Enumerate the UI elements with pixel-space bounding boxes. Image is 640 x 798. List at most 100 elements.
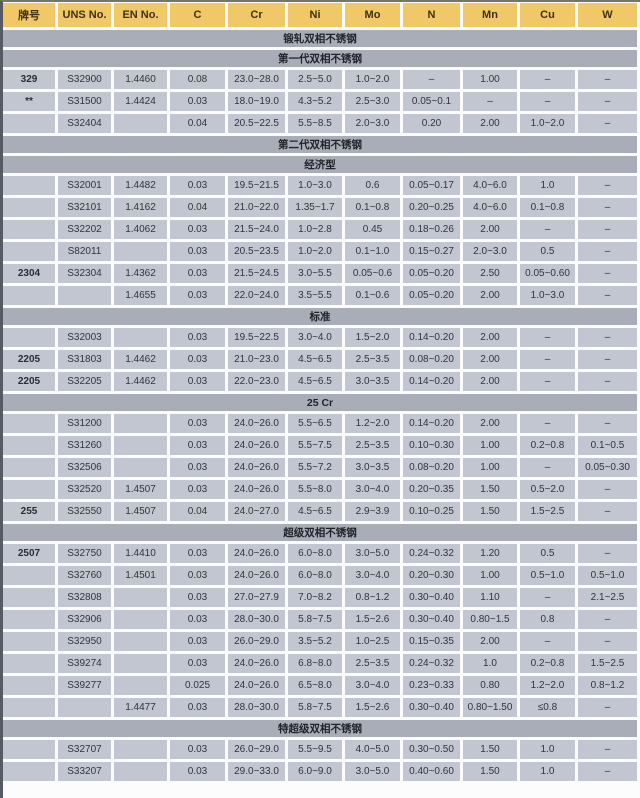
value-cell: 27.0~27.9 [228,588,285,607]
value-cell: 0.05~0.17 [403,176,460,195]
value-cell: 1.00 [463,566,517,585]
value-cell: 5.8~7.5 [288,698,342,717]
value-cell: 6.0~9.0 [288,762,342,781]
value-cell [114,740,167,759]
value-cell: 26.0~29.0 [228,632,285,651]
value-cell: 0.8~1.2 [578,676,637,695]
value-cell: 0.6 [345,176,400,195]
value-cell: 4.0~6.0 [463,198,517,217]
grade-cell [3,654,55,673]
value-cell: 24.0~26.0 [228,414,285,433]
value-cell: 0.80~1.50 [463,698,517,717]
grade-cell: 255 [3,502,55,521]
value-cell: 3.5~5.5 [288,286,342,305]
value-cell: 24.0~26.0 [228,654,285,673]
grade-cell [3,762,55,781]
table-row: S82011 0.03 20.5~23.5 1.0~2.0 0.1~1.0 0.15~0.… [3,242,637,261]
value-cell: 5.5~9.5 [288,740,342,759]
value-cell: S32950 [58,632,111,651]
value-cell: – [578,70,637,89]
value-cell: 0.24~0.32 [403,654,460,673]
value-cell: S32101 [58,198,111,217]
grade-cell [3,676,55,695]
value-cell: 0.14~0.20 [403,372,460,391]
table-row: S32101 1.4162 0.04 21.0~22.0 1.35~1.7 0.1~0.8… [3,198,637,217]
value-cell: 5.8~7.5 [288,610,342,629]
value-cell: 1.50 [463,740,517,759]
value-cell [58,698,111,717]
value-cell: 22.0~23.0 [228,372,285,391]
value-cell: 0.04 [170,198,225,217]
value-cell: 4.0~5.0 [345,740,400,759]
value-cell: 1.5~2.6 [345,610,400,629]
value-cell: S33207 [58,762,111,781]
value-cell: 3.0~5.5 [288,264,342,283]
value-cell: 1.0~2.0 [520,114,575,133]
value-cell: 3.0~4.0 [345,480,400,499]
value-cell: – [520,458,575,477]
value-cell: 2.5~3.0 [345,92,400,111]
value-cell: 2.00 [463,220,517,239]
table-row: S32003 0.03 19.5~22.5 3.0~4.0 1.5~2.0 0.14~0.… [3,328,637,347]
value-cell: S31200 [58,414,111,433]
table-row: S32506 0.03 24.0~26.0 5.5~7.2 3.0~3.5 0.08~0.… [3,458,637,477]
table-row: S31200 0.03 24.0~26.0 5.5~6.5 1.2~2.0 0.14~0.… [3,414,637,433]
value-cell: 0.03 [170,414,225,433]
value-cell: 0.03 [170,740,225,759]
value-cell: 0.03 [170,588,225,607]
value-cell: 0.04 [170,502,225,521]
value-cell: 24.0~26.0 [228,436,285,455]
value-cell: 1.2~2.0 [345,414,400,433]
value-cell: 2.9~3.9 [345,502,400,521]
value-cell: 1.4410 [114,544,167,563]
section-row: 第一代双相不锈钢 [3,50,637,67]
value-cell [114,414,167,433]
section-row: 超级双相不锈钢 [3,524,637,541]
value-cell: – [578,740,637,759]
value-cell: – [578,220,637,239]
value-cell: – [578,242,637,261]
section-label: 第一代双相不锈钢 [3,50,637,67]
section-row: 25 Cr [3,394,637,411]
table-row: S31260 0.03 24.0~26.0 5.5~7.5 2.5~3.5 0.10~0.… [3,436,637,455]
value-cell: S32205 [58,372,111,391]
grade-cell: 2205 [3,372,55,391]
value-cell: 2.0~3.0 [345,114,400,133]
value-cell: – [578,328,637,347]
value-cell: S39277 [58,676,111,695]
section-label: 超级双相不锈钢 [3,524,637,541]
value-cell: – [520,350,575,369]
table-row: S32707 0.03 26.0~29.0 5.5~9.5 4.0~5.0 0.30~0.… [3,740,637,759]
value-cell: 18.0~19.0 [228,92,285,111]
value-cell: 19.5~21.5 [228,176,285,195]
value-cell [114,762,167,781]
value-cell: 6.0~8.0 [288,566,342,585]
value-cell: – [578,372,637,391]
value-cell: 1.5~2.5 [520,502,575,521]
table-row: S32404 0.04 20.5~22.5 5.5~8.5 2.0~3.0 0.20 2.0… [3,114,637,133]
value-cell: – [578,762,637,781]
value-cell: 0.03 [170,762,225,781]
value-cell: S32001 [58,176,111,195]
value-cell: 0.30~0.40 [403,610,460,629]
value-cell: 2.5~5.0 [288,70,342,89]
grade-cell: ** [3,92,55,111]
value-cell: 0.08~0.20 [403,458,460,477]
value-cell: – [578,610,637,629]
value-cell [114,588,167,607]
value-cell: 1.10 [463,588,517,607]
value-cell: – [578,286,637,305]
value-cell: – [520,632,575,651]
value-cell: S32550 [58,502,111,521]
value-cell: 1.0~2.0 [288,242,342,261]
grade-cell [3,198,55,217]
grade-cell [3,480,55,499]
value-cell: 0.05~0.20 [403,264,460,283]
grade-cell [3,242,55,261]
value-cell: 6.8~8.0 [288,654,342,673]
column-header-7: N [403,3,460,27]
value-cell: – [578,198,637,217]
value-cell [58,286,111,305]
value-cell: S32900 [58,70,111,89]
